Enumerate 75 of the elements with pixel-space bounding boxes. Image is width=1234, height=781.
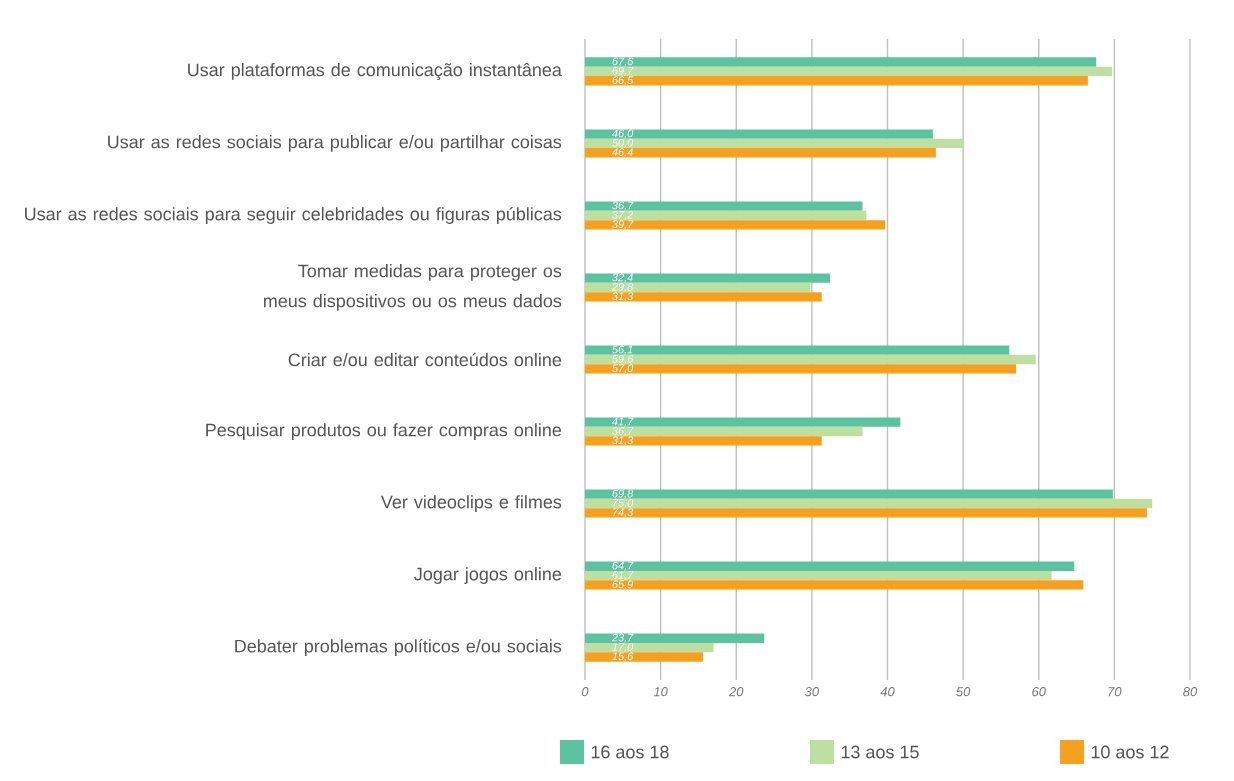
data-label: 39,7 [612, 220, 634, 230]
y-tick-label: Tomar medidas para proteger os meus dispositivos ou os meus dados [263, 264, 562, 311]
data-label: 64,7 [612, 561, 634, 571]
bar [585, 652, 703, 662]
y-tick-label: Usar as redes sociais para seguir celebridades ou figuras públicas [25, 206, 562, 224]
data-label: 65,9 [612, 580, 634, 590]
bar [585, 201, 863, 211]
data-label: 74,3 [613, 508, 634, 518]
data-label: 66,5 [612, 76, 634, 86]
y-tick-label: Pesquisar produtos ou fazer compras online [206, 423, 562, 440]
data-label: 46,0 [611, 129, 634, 139]
bar [585, 633, 765, 643]
bar [585, 508, 1147, 518]
data-label: 59,6 [612, 354, 634, 365]
x-tick-label: 70 [1108, 687, 1122, 697]
data-label: 61,7 [612, 571, 634, 581]
x-tick-label: 50 [956, 687, 971, 697]
bar [585, 561, 1075, 571]
bar [585, 282, 811, 293]
bar [585, 220, 886, 230]
data-label: 31,3 [612, 436, 634, 446]
x-tick-label: 60 [1032, 687, 1046, 697]
y-tick-label: Debater problemas políticos e/ou sociais [235, 639, 562, 657]
data-label: 57,0 [612, 364, 634, 374]
y-tick-label: Usar plataformas de comunicação instantânea [188, 62, 562, 80]
data-label: 69,8 [612, 489, 634, 499]
data-label: 17,0 [612, 643, 634, 653]
data-label: 37,2 [612, 210, 634, 221]
data-label: 75,0 [613, 499, 634, 509]
bar [585, 498, 1153, 509]
bar [585, 210, 867, 221]
x-tick-label: 30 [804, 687, 819, 697]
bar [585, 426, 863, 437]
bar [585, 364, 1017, 374]
x-tick-label: 10 [653, 687, 668, 697]
y-tick-label: Usar as redes sociais para publicar e/ou partilhar coisas [108, 135, 562, 152]
legend-label: 10 aos 12 [1091, 745, 1169, 759]
data-label: 41,7 [611, 417, 634, 427]
data-label: 31,3 [612, 292, 634, 302]
bar [585, 489, 1113, 499]
data-label: 56,1 [612, 345, 633, 355]
legend-label: 16 aos 18 [591, 745, 669, 759]
y-tick-label: Criar e/ou editar conteúdos online [288, 352, 562, 367]
bar [585, 436, 822, 446]
bar [585, 273, 831, 283]
data-label: 23,7 [611, 633, 634, 643]
bar [585, 148, 936, 158]
legend-label: 13 aos 15 [841, 745, 919, 759]
y-tick-label: Ver videoclips e filmes [380, 495, 562, 512]
x-tick-label: 0 [581, 687, 589, 697]
bar [585, 66, 1113, 77]
data-label: 32,4 [612, 273, 633, 283]
bar [585, 129, 933, 139]
data-label: 29,8 [611, 282, 634, 293]
data-label: 46,4 [611, 148, 633, 158]
data-label: 50,0 [612, 138, 634, 148]
data-label: 36,7 [612, 426, 634, 437]
bar [585, 580, 1084, 590]
x-tick-label: 80 [1183, 687, 1198, 697]
bar [585, 138, 964, 149]
x-tick-label: 20 [728, 687, 744, 697]
bar [585, 57, 1097, 67]
bar [585, 417, 901, 427]
y-tick-label: Jogar jogos online [414, 567, 562, 584]
bar [585, 354, 1036, 365]
bar [585, 570, 1052, 581]
bar [585, 345, 1010, 355]
data-label: 67,6 [612, 57, 634, 67]
bar [585, 292, 822, 302]
x-tick-label: 40 [880, 687, 895, 697]
bar [585, 76, 1088, 86]
data-label: 15,6 [612, 652, 634, 662]
bar [585, 642, 714, 653]
data-label: 69,7 [612, 66, 634, 76]
data-label: 36,7 [612, 201, 634, 211]
